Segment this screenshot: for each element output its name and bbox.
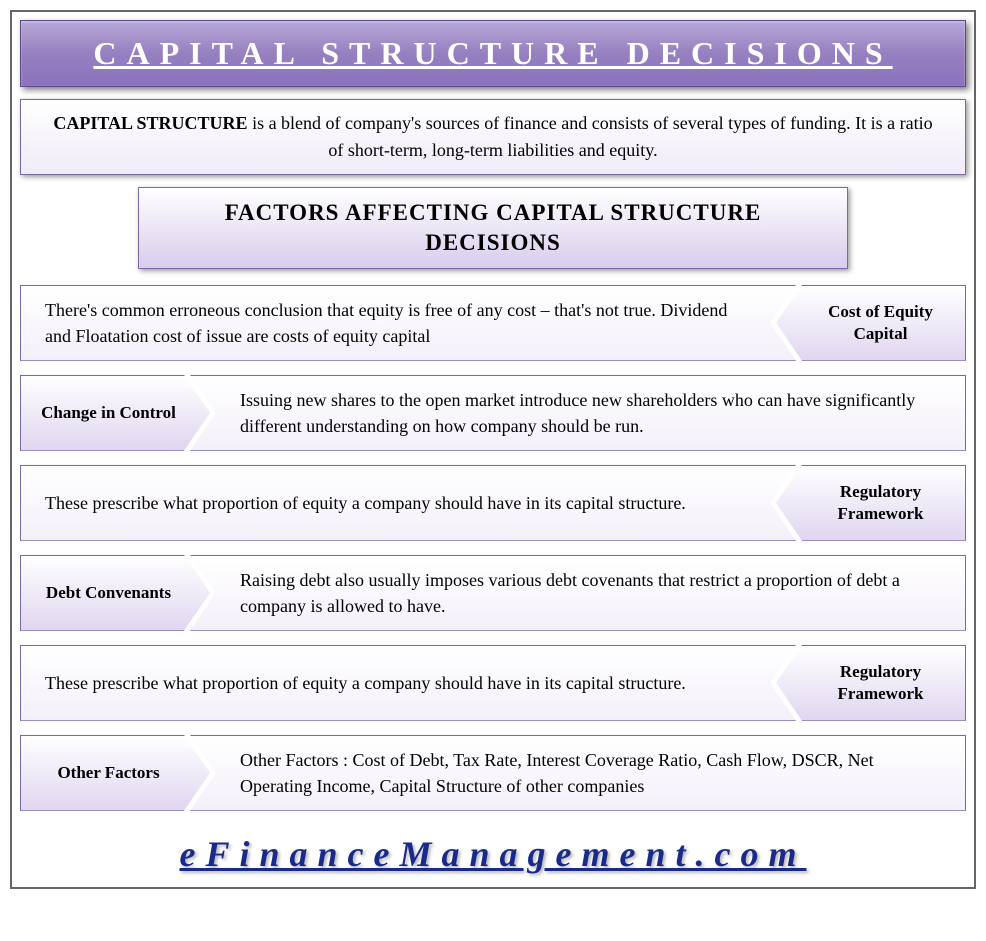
factor-label: Other Factors xyxy=(20,735,210,811)
factor-description: Raising debt also usually imposes variou… xyxy=(190,555,966,631)
factor-label: Regulatory Framework xyxy=(776,645,966,721)
page-title: CAPITAL STRUCTURE DECISIONS xyxy=(41,35,945,72)
factor-label: Cost of Equity Capital xyxy=(776,285,966,361)
subtitle-box: FACTORS AFFECTING CAPITAL STRUCTURE DECI… xyxy=(138,187,848,269)
factor-description: Issuing new shares to the open market in… xyxy=(190,375,966,451)
factor-description: Other Factors : Cost of Debt, Tax Rate, … xyxy=(190,735,966,811)
factor-row: Other FactorsOther Factors : Cost of Deb… xyxy=(20,735,966,811)
title-bar: CAPITAL STRUCTURE DECISIONS xyxy=(20,20,966,87)
definition-text: is a blend of company's sources of finan… xyxy=(248,113,933,160)
factor-row: There's common erroneous conclusion that… xyxy=(20,285,966,361)
factor-label: Debt Convenants xyxy=(20,555,210,631)
factor-description: These prescribe what proportion of equit… xyxy=(20,465,796,541)
factor-row: Change in ControlIssuing new shares to t… xyxy=(20,375,966,451)
factor-label: Regulatory Framework xyxy=(776,465,966,541)
factor-description: These prescribe what proportion of equit… xyxy=(20,645,796,721)
footer-link-container: eFinanceManagement.com xyxy=(20,825,966,879)
subtitle-text: FACTORS AFFECTING CAPITAL STRUCTURE DECI… xyxy=(169,198,817,258)
factor-label: Change in Control xyxy=(20,375,210,451)
definition-term: CAPITAL STRUCTURE xyxy=(53,113,247,133)
factor-row: Debt ConvenantsRaising debt also usually… xyxy=(20,555,966,631)
factors-list: There's common erroneous conclusion that… xyxy=(20,285,966,811)
definition-box: CAPITAL STRUCTURE is a blend of company'… xyxy=(20,99,966,175)
infographic-container: CAPITAL STRUCTURE DECISIONS CAPITAL STRU… xyxy=(10,10,976,889)
factor-row: These prescribe what proportion of equit… xyxy=(20,465,966,541)
factor-description: There's common erroneous conclusion that… xyxy=(20,285,796,361)
footer-link[interactable]: eFinanceManagement.com xyxy=(180,834,807,874)
factor-row: These prescribe what proportion of equit… xyxy=(20,645,966,721)
